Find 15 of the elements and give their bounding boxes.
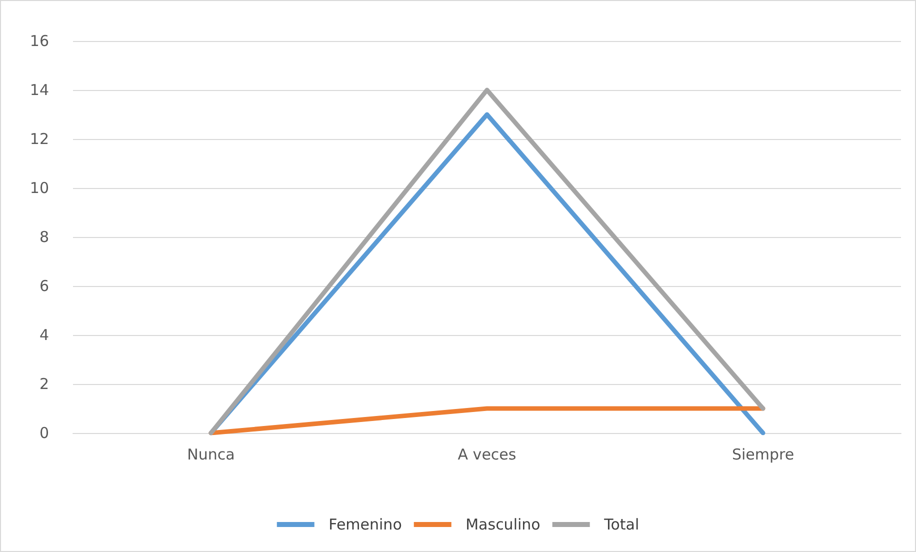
y-tick-label: 2: [39, 375, 49, 393]
y-tick-label: 0: [39, 424, 49, 442]
legend-label: Femenino: [328, 516, 402, 534]
y-tick-label: 10: [30, 179, 49, 197]
y-tick-label: 16: [30, 32, 49, 50]
y-tick-label: 8: [39, 228, 49, 246]
legend-label: Masculino: [466, 516, 540, 534]
y-tick-label: 4: [39, 326, 49, 344]
legend-label: Total: [603, 516, 640, 534]
x-tick-label: A veces: [458, 446, 516, 464]
y-tick-label: 14: [30, 81, 49, 99]
y-tick-label: 6: [39, 277, 49, 295]
x-tick-label: Siempre: [732, 446, 794, 464]
y-tick-label: 12: [30, 130, 49, 148]
x-tick-label: Nunca: [187, 446, 235, 464]
